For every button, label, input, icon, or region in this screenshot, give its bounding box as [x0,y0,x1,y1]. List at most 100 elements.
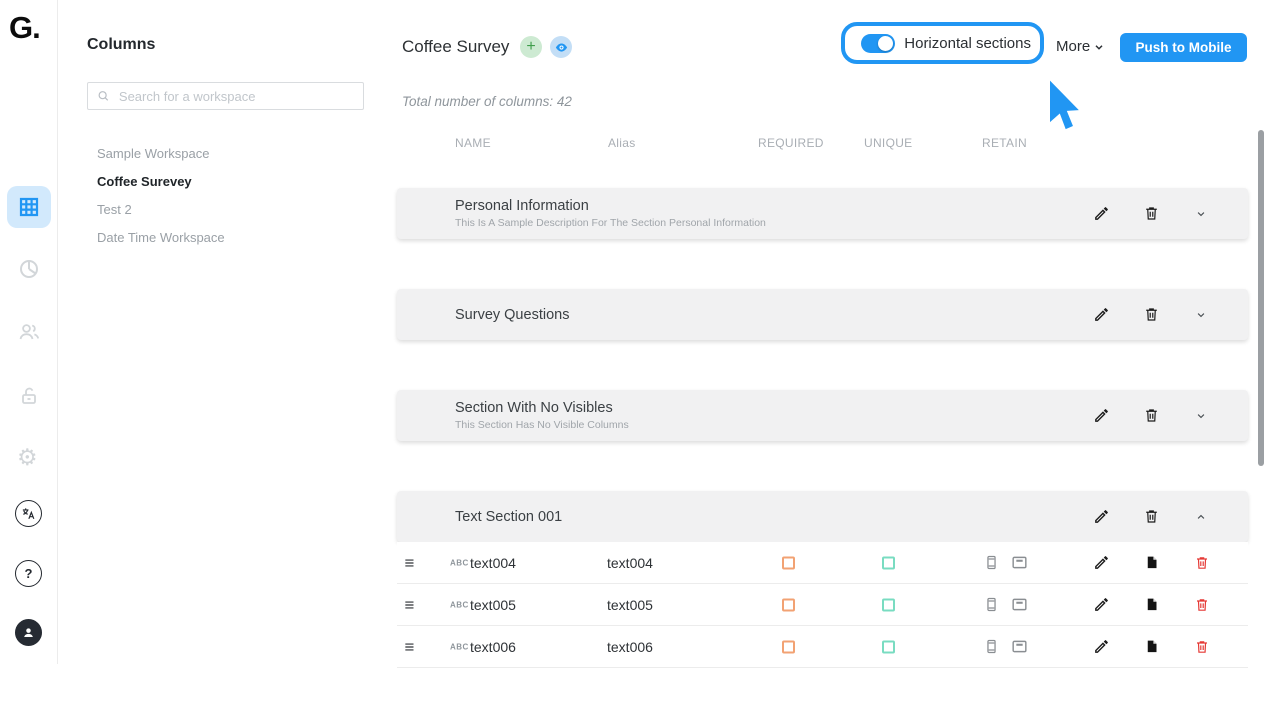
retain-window-button[interactable] [1007,635,1031,659]
section: Personal Information This Is A Sample De… [397,188,1248,239]
collapse-section-button[interactable] [1189,303,1213,327]
horizontal-sections-toggle[interactable] [861,33,896,53]
gear-icon[interactable]: ⚙ [17,444,38,470]
toggle-label: Horizontal sections [904,34,1031,52]
vertical-scrollbar[interactable] [1258,130,1264,466]
column-name: text004 [470,554,516,571]
help-icon[interactable]: ? [15,560,42,587]
search-icon [98,91,109,101]
workspace-item-selected[interactable]: Coffee Surevey [97,174,192,189]
collapse-section-button[interactable] [1189,404,1213,428]
users-icon[interactable] [17,320,41,344]
section-header[interactable]: Survey Questions [397,289,1248,340]
column-alias: text005 [607,596,653,613]
edit-section-button[interactable] [1089,303,1113,327]
workspace-item[interactable]: Test 2 [97,202,132,217]
delete-column-button[interactable] [1190,593,1214,617]
copy-column-button[interactable] [1139,593,1163,617]
grid-icon [19,197,39,217]
search-input[interactable] [116,87,354,105]
retain-mobile-button[interactable] [979,635,1003,659]
section-description: This Is A Sample Description For The Sec… [455,217,766,229]
phone-portrait-icon [986,639,996,654]
trash-icon-red [1197,556,1207,569]
window-bar-icon [1011,640,1027,653]
translate-icon[interactable] [15,500,42,527]
retain-mobile-button[interactable] [979,551,1003,575]
edit-section-button[interactable] [1089,202,1113,226]
section-header[interactable]: Section With No Visibles This Section Ha… [397,390,1248,441]
required-checkbox[interactable] [782,556,795,569]
sidebar-item-columns[interactable] [7,186,51,228]
pie-chart-icon[interactable] [17,257,41,281]
copy-column-button[interactable] [1139,551,1163,575]
section-rows: ABC text004 text004 [397,542,1248,668]
section: Survey Questions [397,289,1248,340]
phone-portrait-icon [986,597,996,612]
copy-icon [1147,640,1156,653]
column-header-name: NAME [455,136,491,150]
trash-icon-red [1197,598,1207,611]
drag-handle-icon[interactable] [403,598,417,612]
retain-window-button[interactable] [1007,593,1031,617]
retain-mobile-button[interactable] [979,593,1003,617]
preview-button[interactable] [550,36,572,58]
pencil-icon [1094,510,1108,523]
add-column-button[interactable]: + [520,36,542,58]
trash-icon [1145,308,1157,321]
workspace-search[interactable] [87,82,364,110]
app-logo: G. [9,10,41,45]
edit-column-button[interactable] [1089,551,1113,575]
retain-window-button[interactable] [1007,551,1031,575]
drag-handle-icon[interactable] [403,640,417,654]
edit-section-button[interactable] [1089,404,1113,428]
more-menu-button[interactable]: More [1056,38,1105,55]
copy-icon [1147,556,1156,569]
delete-section-button[interactable] [1139,505,1163,529]
section-title: Personal Information [455,198,589,214]
column-type-label: ABC [450,558,469,567]
copy-icon [1147,598,1156,611]
section: Text Section 001 [397,491,1248,668]
unique-checkbox[interactable] [882,556,895,569]
delete-section-button[interactable] [1139,303,1163,327]
unique-checkbox[interactable] [882,640,895,653]
collapse-section-button[interactable] [1189,505,1213,529]
plus-icon: + [526,38,536,55]
section-header[interactable]: Text Section 001 [397,491,1248,542]
column-type-label: ABC [450,642,469,651]
column-header-unique: UNIQUE [864,136,913,150]
push-to-mobile-button[interactable]: Push to Mobile [1120,33,1247,62]
section: Section With No Visibles This Section Ha… [397,390,1248,441]
delete-column-button[interactable] [1190,635,1214,659]
user-avatar-icon[interactable] [15,619,42,646]
section-title: Survey Questions [455,306,570,323]
edit-section-button[interactable] [1089,505,1113,529]
lock-icon[interactable] [17,384,41,408]
delete-column-button[interactable] [1190,551,1214,575]
column-alias: text006 [607,638,653,655]
workspace-item[interactable]: Sample Workspace [97,146,210,161]
section-header[interactable]: Personal Information This Is A Sample De… [397,188,1248,239]
section-title: Text Section 001 [455,508,563,525]
workspace-item[interactable]: Date Time Workspace [97,230,225,245]
collapse-section-button[interactable] [1189,202,1213,226]
unique-checkbox[interactable] [882,598,895,611]
workspace-list: Sample Workspace Coffee Surevey Test 2 D… [97,146,225,245]
edit-column-button[interactable] [1089,635,1113,659]
column-row: ABC text004 text004 [397,542,1248,584]
toggle-knob [878,35,894,51]
chevron-down-icon [1197,413,1205,418]
required-checkbox[interactable] [782,598,795,611]
chevron-up-icon [1197,514,1205,519]
pencil-icon [1094,207,1108,220]
drag-handle-icon[interactable] [403,556,417,570]
delete-section-button[interactable] [1139,404,1163,428]
toggle-highlight-outline: Horizontal sections [841,22,1044,64]
copy-column-button[interactable] [1139,635,1163,659]
pencil-icon [1094,598,1108,611]
required-checkbox[interactable] [782,640,795,653]
edit-column-button[interactable] [1089,593,1113,617]
delete-section-button[interactable] [1139,202,1163,226]
total-columns-summary: Total number of columns: 42 [402,94,572,109]
